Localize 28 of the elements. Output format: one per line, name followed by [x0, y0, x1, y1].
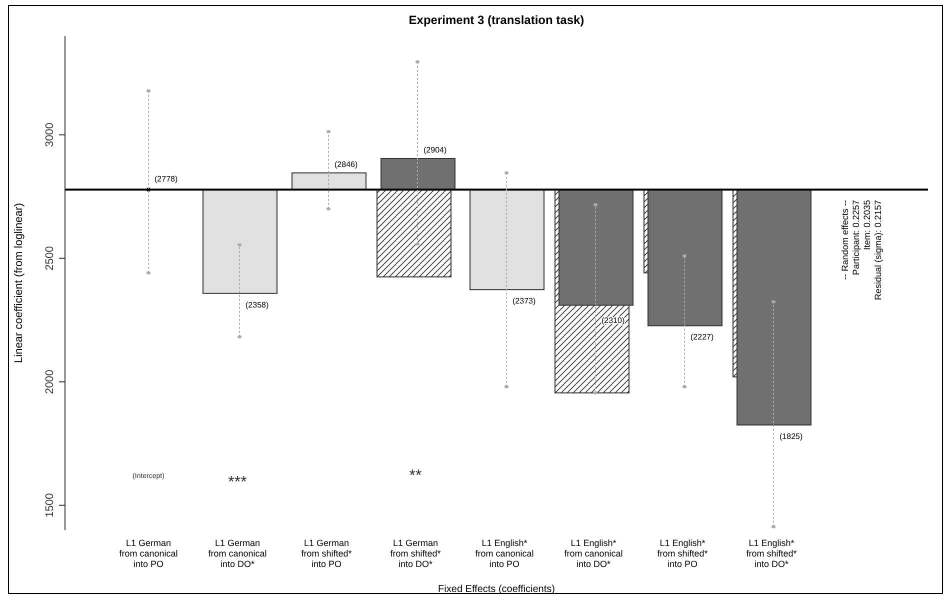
- annotation: ***: [228, 474, 247, 491]
- y-tick-label: 2500: [44, 246, 56, 271]
- text: Participant: 0.2257: [851, 200, 861, 276]
- data-label: (1825): [780, 432, 803, 442]
- data-label: (2778): [154, 174, 178, 184]
- x-tick-label: L1 German from canonical into DO*: [208, 538, 267, 569]
- data-label: (2227): [690, 332, 714, 342]
- x-tick-label: L1 German from shifted* into DO*: [390, 538, 442, 569]
- x-tick-label: L1 German from shifted* into PO: [301, 538, 352, 569]
- y-tick-label: 3000: [44, 122, 56, 148]
- x-tick-label: L1 English* from canonical into PO: [475, 538, 534, 569]
- text: -- Random effects --: [840, 200, 850, 280]
- x-tick-label: L1 English* from shifted* into PO: [657, 538, 708, 569]
- x-tick-label: L1 English* from canonical into DO*: [564, 538, 623, 569]
- y-tick-label: 2000: [44, 370, 56, 394]
- data-label: (2846): [334, 160, 358, 169]
- y-tick-label: 1500: [44, 493, 56, 518]
- data-label: (2373): [512, 296, 536, 306]
- data-label: (2904): [424, 146, 447, 155]
- x-tick-label: L1 English* from shifted* into DO*: [746, 538, 798, 569]
- x-axis-title: Fixed Effects (coefficients): [438, 584, 555, 595]
- data-label: (2358): [246, 300, 269, 310]
- chart-title: Experiment 3 (translation task): [408, 13, 584, 27]
- y-axis-title: Linear coefficient (from loglinear): [13, 203, 25, 363]
- text: Residual (sigma): 0.2157: [873, 200, 883, 300]
- x-tick-label: L1 German from canonical into PO: [119, 538, 178, 569]
- text: Item: 0.2035: [862, 200, 872, 250]
- annotation: **: [409, 468, 422, 485]
